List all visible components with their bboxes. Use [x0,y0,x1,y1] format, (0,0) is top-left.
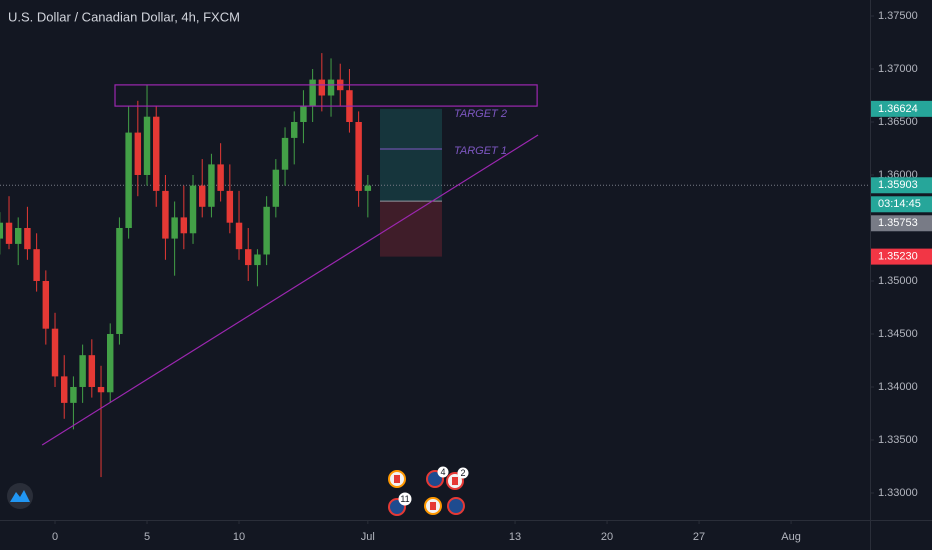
events: 4 2 11 [388,466,469,516]
position-loss [379,201,442,257]
y-tick-label: 1.36500 [878,116,918,128]
countdown: 03:14:45 [878,198,921,210]
candle-body [281,137,289,170]
target-label: TARGET 2 [454,108,507,120]
badge-count: 2 [460,468,465,478]
x-tick-label: 13 [509,531,521,543]
price-label: 1.35753 [878,217,918,229]
candle-body [162,190,169,239]
y-tick-label: 1.34500 [878,328,918,340]
y-tick-label: 1.33000 [878,487,918,499]
badge-count: 11 [400,494,409,504]
y-tick-label: 1.33500 [878,434,918,446]
price-label-bg [871,215,932,232]
chart-title: U.S. Dollar / Canadian Dollar, 4h, FXCM [8,9,240,24]
candle-body [70,386,77,403]
candle-body [33,249,40,281]
y-tick-label: 1.37500 [878,10,918,22]
candle-body [300,106,307,122]
candle-body [291,121,298,138]
price-label-bg [871,177,932,194]
candle-body [217,164,224,191]
candle-body [51,328,59,377]
candle-body [5,222,13,244]
candle-body [263,206,270,255]
candle-body [79,355,86,387]
badge [457,467,469,479]
candle-body [134,132,142,175]
badge [437,466,449,478]
x-tick-label: 5 [144,531,150,543]
badge-count: 4 [440,467,445,477]
candle-body [0,222,4,239]
candle-body [24,227,31,250]
flag [452,477,458,485]
candle-body [318,79,326,96]
x-tick-label: Aug [781,531,801,543]
candle-body [309,79,316,107]
plot-area: TARGET 2 TARGET 1 [0,53,870,478]
y-tick-label: 1.34000 [878,381,918,393]
y-tick-label: 1.37000 [878,63,918,75]
price-label-bg [871,100,932,117]
candle-body [327,79,335,96]
candle-body [153,116,160,191]
candle-body [14,227,22,244]
target-label: TARGET 1 [454,145,507,157]
candle-body [143,116,151,175]
flag [394,475,400,483]
badge [398,492,412,506]
countdown-bg [871,196,932,213]
candle-body [226,190,234,223]
logo [7,483,33,509]
flag [430,502,436,510]
candle-body [189,185,197,234]
price-label-bg [871,248,932,265]
candle-body [199,185,206,207]
candle-body [125,132,132,228]
candle-body [208,164,215,207]
candle-body [171,217,178,239]
x-tick-label: 20 [601,531,613,543]
candle-body [116,227,123,334]
candle-body [272,169,280,207]
y-tick-label: 1.35000 [878,275,918,287]
candle-body [180,217,188,234]
price-label: 1.35230 [878,251,918,263]
price-label: 1.36624 [878,103,918,115]
x-tick-label: 10 [233,531,245,543]
candle-body [107,333,114,393]
price-label: 1.35903 [878,179,918,191]
candle-body [364,185,372,191]
candle-body [355,121,362,191]
trend-line [41,134,539,446]
candle-body [42,280,50,329]
candle-body [235,222,243,250]
candle-body [60,376,68,403]
event-icon [447,497,465,515]
x-tick-label: 0 [52,531,58,543]
x-tick-label: Jul [361,531,375,543]
candle-body [254,254,261,266]
x-tick-label: 27 [693,531,705,543]
candle-body [245,249,252,266]
resistance-zone [114,84,538,107]
candle-body [88,355,96,387]
position-profit [379,108,442,202]
candle-body [97,386,105,393]
